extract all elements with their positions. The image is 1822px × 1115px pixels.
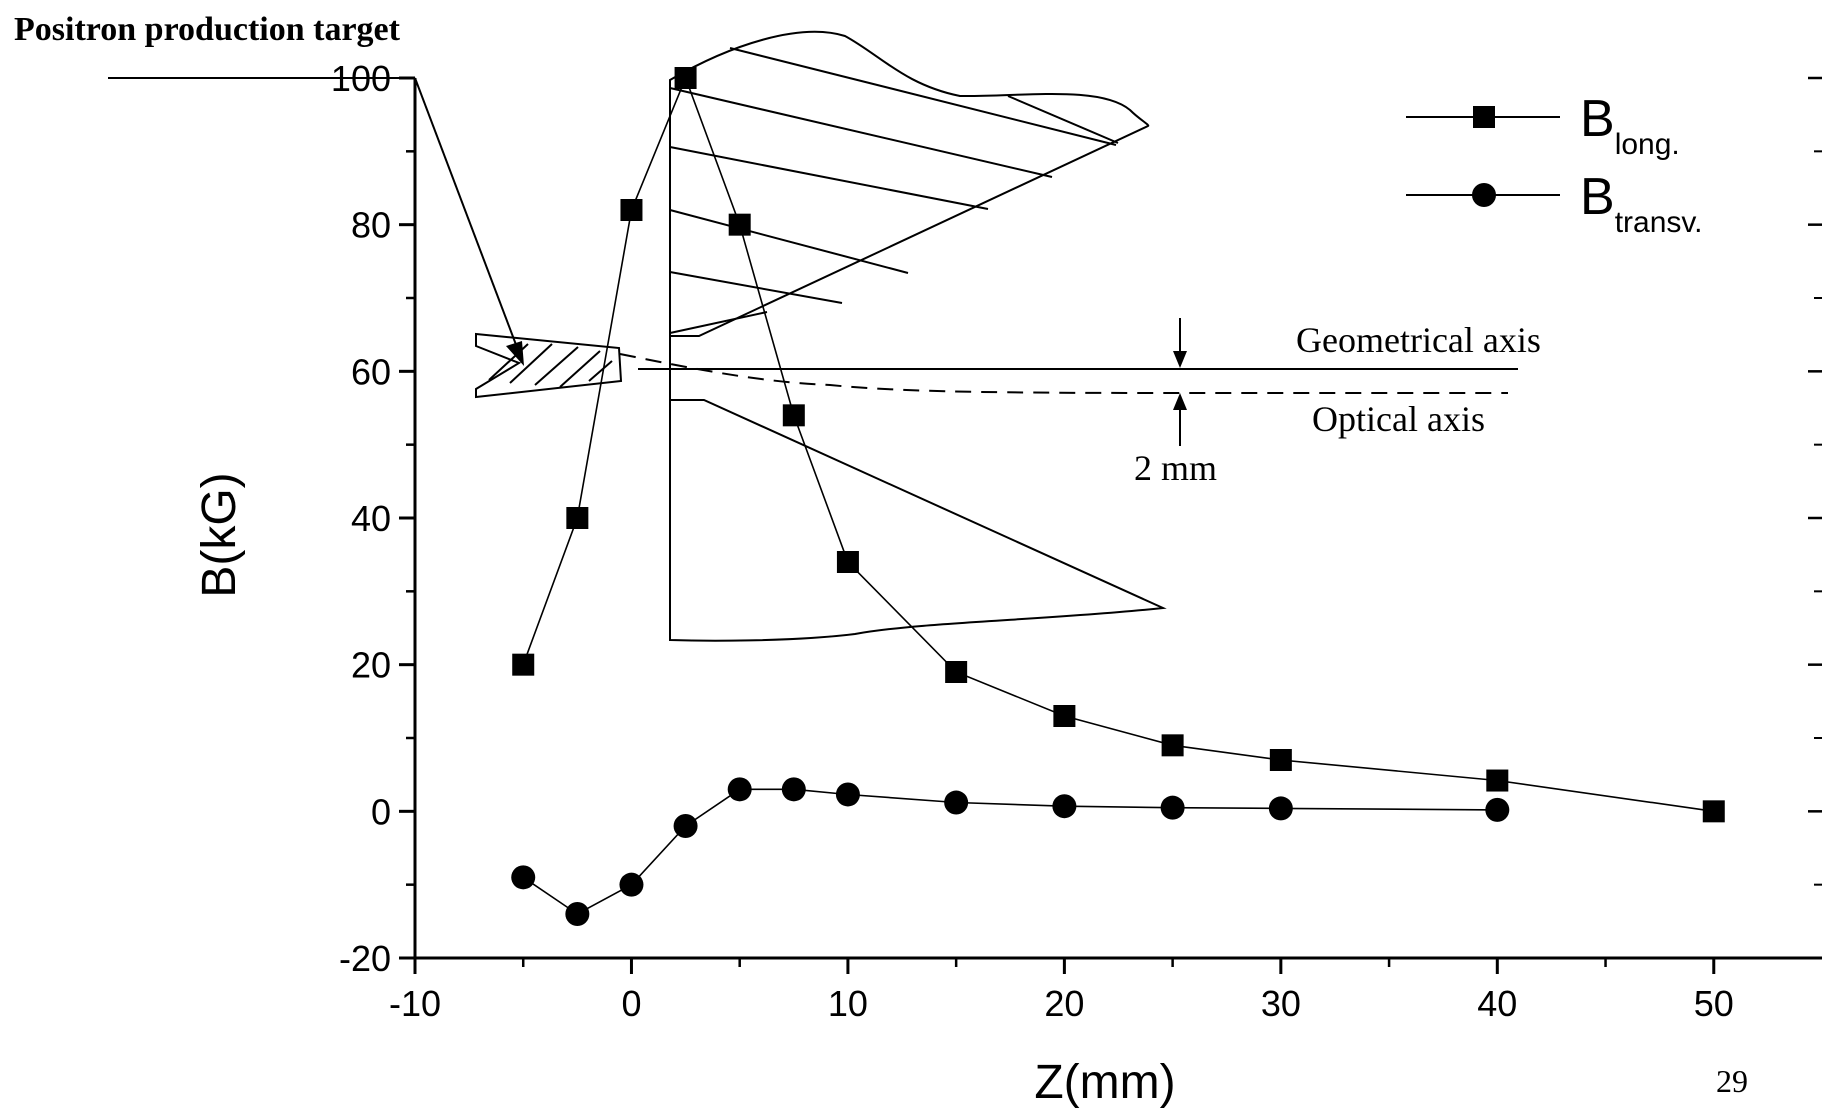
data-point-square xyxy=(836,551,859,573)
data-point-circle xyxy=(673,814,698,838)
data-point-square xyxy=(945,661,968,683)
page-number: 29 xyxy=(1716,1063,1748,1099)
target-pointer-arrowhead xyxy=(506,341,524,366)
target-wedge xyxy=(475,332,623,399)
y-tick-label: 40 xyxy=(351,498,391,539)
series-line xyxy=(522,75,1714,813)
data-point-square xyxy=(782,404,805,427)
data-point-circle xyxy=(781,777,806,802)
upper-pole xyxy=(669,30,1150,337)
data-point-circle xyxy=(944,790,969,815)
data-point-square xyxy=(566,507,589,529)
y-axis-label: B(kG) xyxy=(193,472,246,597)
optical-axis-line xyxy=(619,353,1508,394)
data-point-square xyxy=(1269,749,1292,771)
y-tick-label: 20 xyxy=(351,645,391,686)
lower-pole xyxy=(669,399,1167,642)
data-point-square xyxy=(620,199,643,221)
y-tick-label: 60 xyxy=(351,351,391,392)
data-point-circle xyxy=(727,777,752,802)
y-tick-label: -20 xyxy=(339,938,391,979)
data-point-circle xyxy=(565,902,590,926)
data-point-square xyxy=(728,213,751,236)
series-layer xyxy=(511,67,1725,926)
svg-text:Blong.: Blong. xyxy=(1580,90,1680,161)
data-point-circle xyxy=(835,782,860,807)
data-point-circle xyxy=(1485,797,1510,822)
x-tick-label: 40 xyxy=(1477,983,1517,1024)
legend-item-long: Blong. xyxy=(1406,90,1680,161)
data-point-circle xyxy=(1052,794,1077,819)
data-point-square xyxy=(674,67,697,89)
data-point-circle xyxy=(619,872,644,897)
svg-text:Btransv.: Btransv. xyxy=(1580,168,1703,239)
y-tick-label: 100 xyxy=(331,58,391,99)
legend-transv-sub: transv. xyxy=(1615,206,1703,239)
legend: Blong. Btransv. xyxy=(1406,90,1703,239)
legend-transv-main: B xyxy=(1580,168,1615,226)
data-point-square xyxy=(1486,769,1509,792)
page-title: Positron production target xyxy=(14,11,401,48)
x-tick-label: 10 xyxy=(828,983,868,1024)
x-tick-label: -10 xyxy=(389,983,441,1024)
data-point-square xyxy=(512,653,535,676)
y-axis-ticks: -20 0 20 40 60 80 100 xyxy=(331,58,415,979)
target-schematic xyxy=(108,30,1518,642)
data-point-circle xyxy=(511,865,536,890)
x-tick-label: 0 xyxy=(621,983,641,1024)
data-point-square xyxy=(1702,800,1725,823)
y-tick-label: 0 xyxy=(371,791,391,832)
x-axis-label: Z(mm) xyxy=(1034,1056,1175,1109)
x-axis-ticks: -10 0 10 20 30 40 50 xyxy=(389,958,1734,1024)
data-point-square xyxy=(1161,734,1184,757)
legend-circle-marker xyxy=(1472,183,1496,207)
optical-axis-label: Optical axis xyxy=(1312,399,1485,439)
right-axis-ticks xyxy=(1808,76,1822,960)
x-tick-label: 50 xyxy=(1694,983,1734,1024)
data-point-circle xyxy=(1160,795,1185,820)
offset-label: 2 mm xyxy=(1134,448,1217,488)
x-tick-label: 20 xyxy=(1044,983,1084,1024)
series-b-transv xyxy=(511,777,1510,926)
series-b-long xyxy=(512,67,1725,823)
upper-pole-hatching xyxy=(669,47,1119,334)
legend-item-transv: Btransv. xyxy=(1406,168,1703,239)
x-tick-label: 30 xyxy=(1261,983,1301,1024)
data-point-square xyxy=(1053,705,1076,727)
y-tick-label: 80 xyxy=(351,205,391,246)
target-pointer-arrow xyxy=(414,77,519,351)
legend-square-marker xyxy=(1473,106,1495,128)
legend-long-main: B xyxy=(1580,90,1615,148)
data-point-circle xyxy=(1268,796,1293,821)
geometrical-axis-label: Geometrical axis xyxy=(1296,320,1541,360)
legend-long-sub: long. xyxy=(1615,128,1680,161)
target-hatching xyxy=(488,343,613,388)
series-line xyxy=(522,788,1498,915)
